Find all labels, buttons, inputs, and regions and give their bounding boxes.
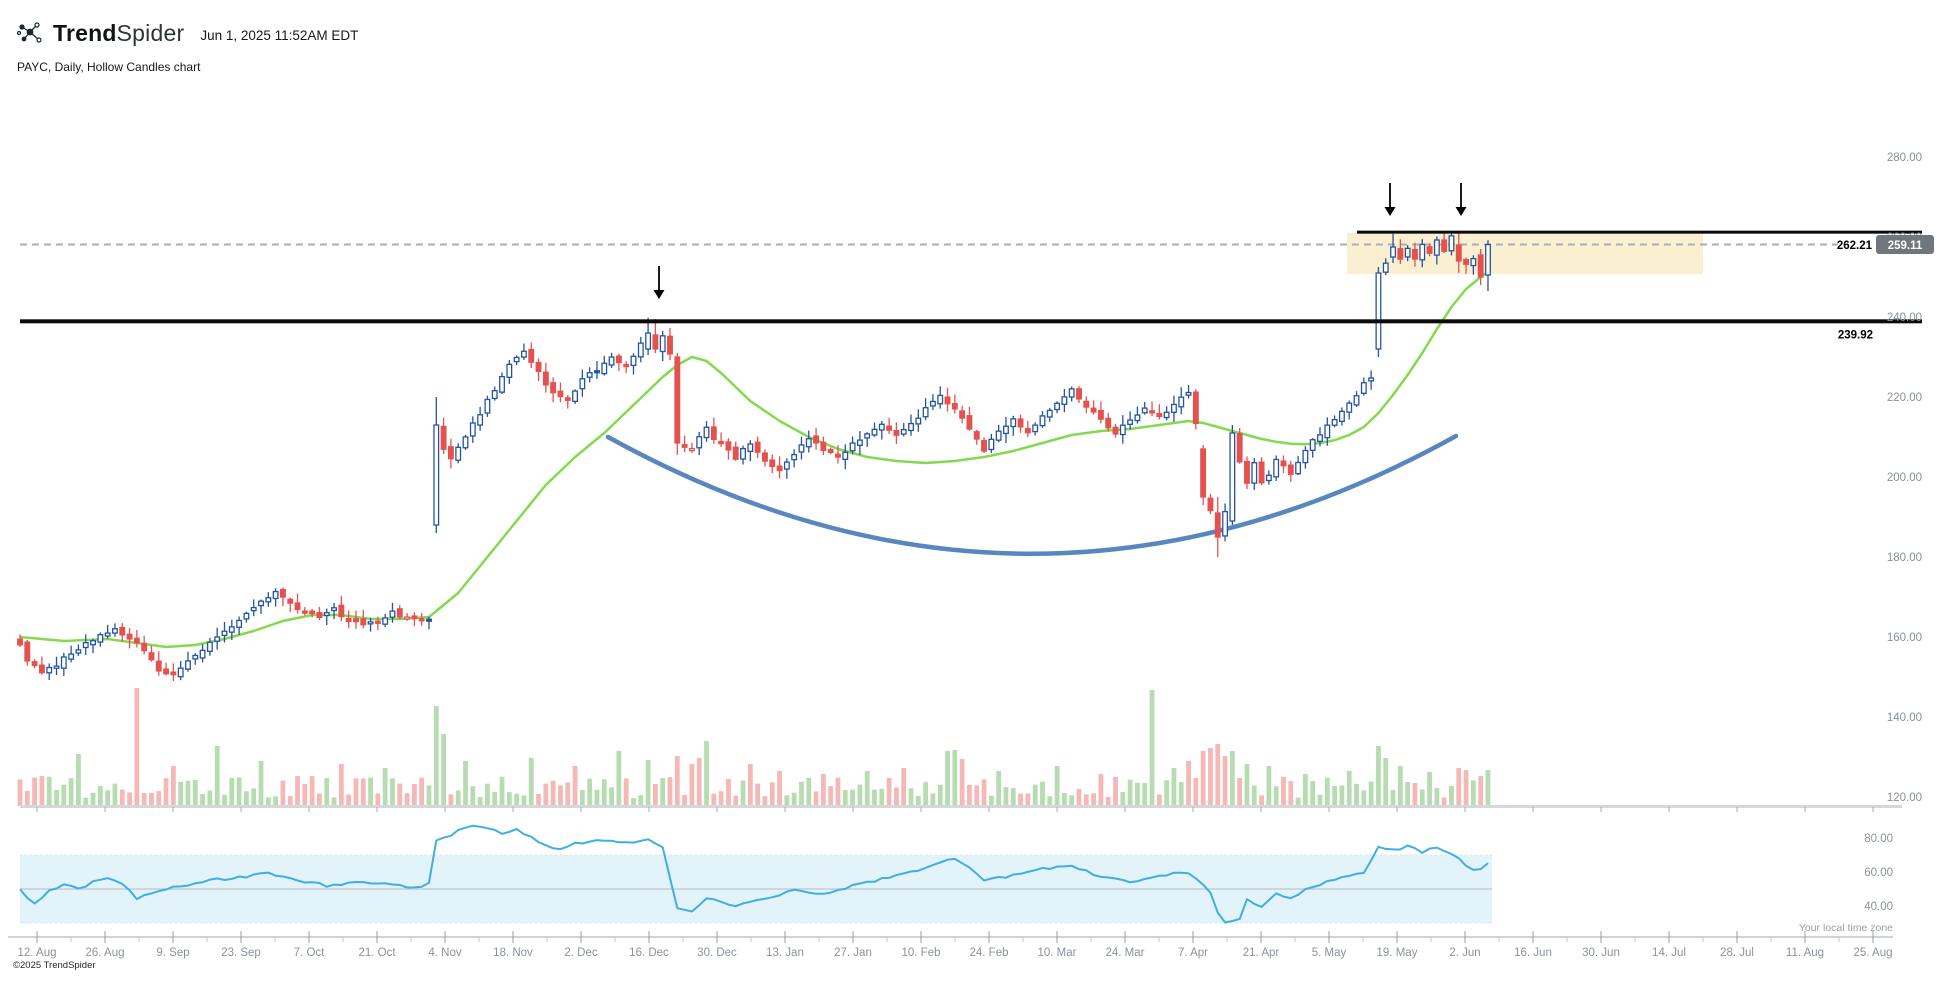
date-tick-label: 16. Dec bbox=[629, 947, 669, 959]
date-tick-label: 11. Aug bbox=[1786, 947, 1824, 959]
indicator-tick-label: 40.00 bbox=[1864, 901, 1893, 913]
cup-arc-path bbox=[605, 433, 1459, 556]
copyright-note: ©2025 TrendSpider bbox=[13, 960, 96, 971]
date-tick-label: 24. Mar bbox=[1106, 947, 1145, 959]
arrow-annotations bbox=[653, 183, 1467, 299]
moving-average-line bbox=[19, 270, 1489, 649]
trendspider-logo-icon bbox=[16, 22, 42, 43]
indicator-tick-label: 60.00 bbox=[1864, 867, 1893, 879]
support-line bbox=[20, 319, 1922, 324]
price-tick-label: 120.00 bbox=[1887, 792, 1922, 804]
chart-subtitle: PAYC, Daily, Hollow Candles chart bbox=[17, 60, 201, 74]
indicator-tick-label: 80.00 bbox=[1864, 833, 1893, 845]
brand-spider: Spider bbox=[116, 20, 185, 46]
date-tick-label: 4. Nov bbox=[428, 947, 461, 959]
date-tick-label: 10. Feb bbox=[902, 947, 941, 959]
brand-title: TrendSpider bbox=[53, 20, 184, 47]
support-value-label: 239.92 bbox=[1838, 329, 1873, 341]
date-axis: 12. Aug 26. Aug 9. Sep 23. Sep 7. Oct 21. Oct… bbox=[8, 807, 1893, 959]
price-levels bbox=[20, 230, 1922, 324]
date-tick-label: 28. Jul bbox=[1720, 947, 1754, 959]
rsi-band bbox=[20, 854, 1492, 924]
price-tick-label: 240.00 bbox=[1887, 312, 1922, 324]
date-tick-label: 5. May bbox=[1312, 947, 1347, 959]
last-price-badge-text: 259.11 bbox=[1888, 240, 1923, 252]
cup-base-arc bbox=[605, 433, 1459, 556]
volume-baseline bbox=[20, 805, 1902, 808]
date-tick-label: 30. Jun bbox=[1582, 947, 1620, 959]
rsi-indicator-line bbox=[19, 824, 1489, 924]
date-tick-label: 10. Mar bbox=[1038, 947, 1077, 959]
indicator-axis: 80.00 60.00 40.00 Your local time zone bbox=[1799, 833, 1893, 934]
date-tick-label: 13. Jan bbox=[766, 947, 804, 959]
date-tick-label: 18. Nov bbox=[493, 947, 533, 959]
resistance-line bbox=[1357, 230, 1922, 234]
date-tick-label: 9. Sep bbox=[156, 947, 189, 959]
date-tick-label: 21. Oct bbox=[358, 947, 396, 959]
date-tick-label: 23. Sep bbox=[221, 947, 261, 959]
date-tick-label: 16. Jun bbox=[1514, 947, 1552, 959]
last-price-badge bbox=[1876, 235, 1934, 255]
chart-timestamp: Jun 1, 2025 11:52AM EDT bbox=[200, 27, 359, 43]
price-tick-label: 180.00 bbox=[1887, 552, 1922, 564]
date-tick-label: 26. Aug bbox=[85, 947, 124, 959]
date-tick-label: 14. Jul bbox=[1652, 947, 1686, 959]
rsi-line bbox=[19, 824, 1489, 924]
price-tick-label: 220.00 bbox=[1887, 392, 1922, 404]
level-labels: 262.21 239.92 259.11 bbox=[1837, 235, 1934, 341]
date-tick-label: 19. May bbox=[1377, 947, 1418, 959]
date-tick-label: 7. Apr bbox=[1178, 947, 1208, 959]
date-tick-label: 21. Apr bbox=[1243, 947, 1280, 959]
volume-pane bbox=[17, 688, 1491, 806]
date-tick-label: 7. Oct bbox=[294, 947, 325, 959]
timezone-note: Your local time zone bbox=[1799, 922, 1893, 934]
price-tick-label: 280.00 bbox=[1887, 152, 1922, 164]
date-tick-label: 27. Jan bbox=[834, 947, 872, 959]
brand-trend: Trend bbox=[53, 20, 117, 46]
down-arrow-head-icon bbox=[653, 290, 665, 299]
app-header: TrendSpider Jun 1, 2025 11:52AM EDT bbox=[16, 20, 358, 47]
resistance-value-label: 262.21 bbox=[1837, 240, 1873, 252]
date-tick-label: 24. Feb bbox=[970, 947, 1009, 959]
down-arrow-head-icon bbox=[1455, 207, 1467, 216]
price-tick-label: 200.00 bbox=[1887, 472, 1922, 484]
down-arrow-head-icon bbox=[1384, 207, 1396, 216]
volume-baseline-rect bbox=[20, 805, 1902, 808]
ma-line bbox=[19, 270, 1489, 649]
date-tick-label: 12. Aug bbox=[17, 947, 56, 959]
price-tick-label: 140.00 bbox=[1887, 712, 1922, 724]
date-tick-label: 2. Dec bbox=[564, 947, 597, 959]
date-tick-label: 2. Jun bbox=[1449, 947, 1480, 959]
price-tick-label: 160.00 bbox=[1887, 632, 1922, 644]
date-tick-label: 30. Dec bbox=[697, 947, 737, 959]
candles bbox=[17, 231, 1491, 682]
date-tick-label: 25. Aug bbox=[1853, 947, 1892, 959]
